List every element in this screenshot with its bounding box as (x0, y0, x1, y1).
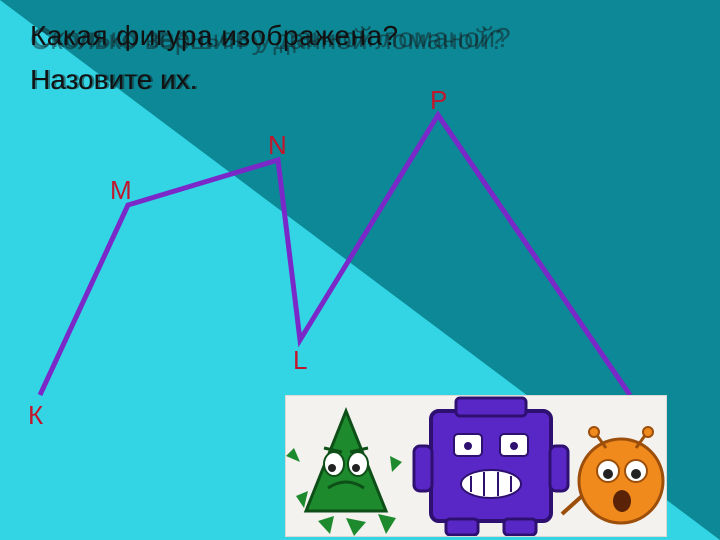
green-triangle-character (286, 411, 402, 536)
question-text-block: Сколько звеньев у данной ломаной? Скольк… (30, 20, 700, 96)
point-label-P: P (430, 85, 447, 116)
line2: Назовите их. (30, 64, 197, 96)
purple-robot-character (414, 398, 568, 535)
point-label-К: К (28, 400, 43, 431)
cartoon-svg (286, 396, 666, 536)
point-label-L: L (293, 345, 307, 376)
orange-circle-character (562, 427, 663, 523)
point-label-M: M (110, 175, 132, 206)
point-label-N: N (268, 130, 287, 161)
line1: Какая фигура изображена? (30, 20, 399, 52)
cartoon-panel (285, 395, 667, 537)
